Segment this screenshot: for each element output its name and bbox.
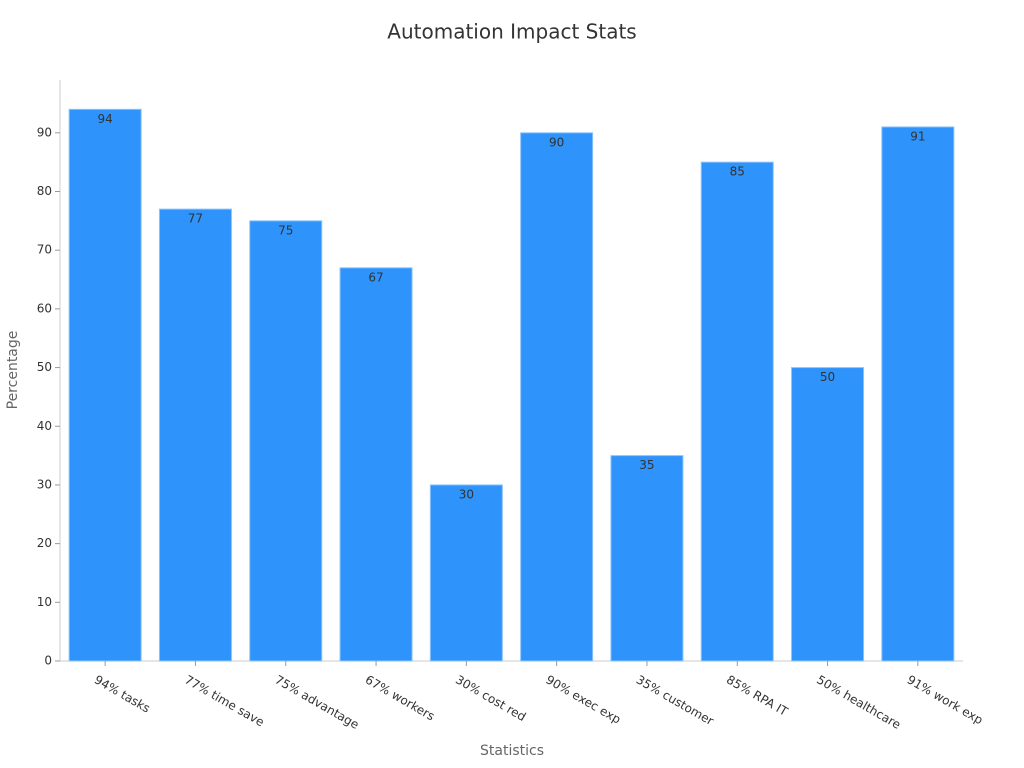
y-tick-label: 30 xyxy=(37,477,52,491)
bar xyxy=(429,484,503,662)
bar xyxy=(791,367,865,662)
value-label: 50 xyxy=(820,370,835,384)
bar xyxy=(520,132,594,662)
x-tick-label: 35% customer xyxy=(634,673,716,729)
x-tick-label: 85% RPA IT xyxy=(724,673,791,720)
value-label: 67 xyxy=(368,270,383,284)
value-label: 91 xyxy=(910,129,925,143)
y-tick-label: 90 xyxy=(37,125,52,139)
x-tick-label: 90% exec exp xyxy=(543,673,623,727)
x-tick-label: 77% time save xyxy=(182,673,267,730)
bar xyxy=(68,108,142,662)
y-tick-label: 80 xyxy=(37,184,52,198)
bar xyxy=(610,455,684,662)
y-tick-label: 20 xyxy=(37,536,52,550)
value-label: 77 xyxy=(188,212,203,226)
bar xyxy=(249,220,323,662)
value-label: 90 xyxy=(549,135,564,149)
y-tick-label: 50 xyxy=(37,360,52,374)
value-label: 94 xyxy=(98,112,113,126)
x-tick-label: 91% work exp xyxy=(905,673,986,728)
y-tick-label: 60 xyxy=(37,301,52,315)
y-tick-label: 40 xyxy=(37,419,52,433)
x-tick-label: 50% healthcare xyxy=(814,673,903,732)
value-label: 75 xyxy=(278,223,293,237)
bar xyxy=(339,267,413,662)
bar xyxy=(700,161,774,662)
chart-title: Automation Impact Stats xyxy=(387,20,636,44)
value-label: 85 xyxy=(730,165,745,179)
x-tick-label: 75% advantage xyxy=(273,673,362,732)
value-label: 30 xyxy=(459,487,474,501)
y-tick-label: 10 xyxy=(37,595,52,609)
value-label: 35 xyxy=(639,458,654,472)
x-axis-label: Statistics xyxy=(480,743,544,759)
bar xyxy=(158,208,232,662)
y-tick-label: 0 xyxy=(44,654,52,668)
bar xyxy=(881,126,955,662)
x-tick-label: 67% workers xyxy=(363,673,437,724)
y-axis-label: Percentage xyxy=(5,331,21,410)
x-tick-label: 30% cost red xyxy=(453,673,528,725)
x-tick-label: 94% tasks xyxy=(92,673,153,716)
y-tick-label: 70 xyxy=(37,243,52,257)
